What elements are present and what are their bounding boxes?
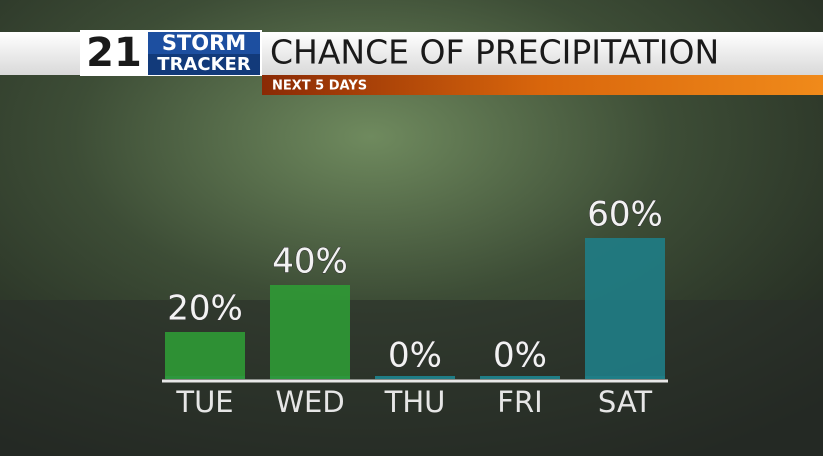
value-label: 20% <box>167 289 243 329</box>
x-tick-label: THU <box>384 385 446 419</box>
logo-band <box>148 54 260 75</box>
value-label: 0% <box>493 336 547 376</box>
subtitle-band <box>262 75 823 95</box>
x-tick-label: TUE <box>175 385 233 419</box>
chart-title: CHANCE OF PRECIPITATION <box>270 33 719 72</box>
x-tick-label: WED <box>275 385 344 419</box>
bar-base <box>375 376 455 379</box>
logo-channel: 21 <box>86 30 142 76</box>
x-tick-label: SAT <box>598 385 653 419</box>
value-label: 0% <box>388 336 442 376</box>
bar <box>165 332 245 379</box>
logo-line1: STORM <box>162 31 246 55</box>
bar <box>585 238 665 379</box>
bar-base <box>480 376 560 379</box>
value-label: 40% <box>272 242 348 282</box>
logo-line2: TRACKER <box>157 54 251 75</box>
value-label: 60% <box>587 195 663 235</box>
x-tick-label: FRI <box>497 385 542 419</box>
chart-subtitle: NEXT 5 DAYS <box>272 79 367 94</box>
bar <box>270 285 350 379</box>
logo-band <box>148 32 260 54</box>
